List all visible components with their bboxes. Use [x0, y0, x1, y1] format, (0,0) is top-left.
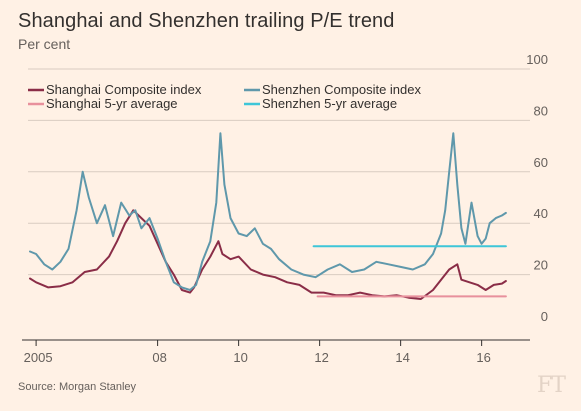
chart-title: Shanghai and Shenzhen trailing P/E trend — [18, 10, 395, 32]
legend: Shanghai Composite index Shenzhen Composi… — [28, 82, 421, 111]
x-tick-label: 08 — [152, 350, 166, 365]
series-line-shenzhen-composite-index — [29, 132, 507, 291]
legend-label: Shanghai 5-yr average — [46, 96, 178, 111]
y-axis-ticks: 0 20 40 60 80 100 — [526, 52, 548, 324]
x-tick-label: 2005 — [24, 350, 53, 365]
chart-subtitle: Per cent — [18, 36, 71, 52]
y-tick-label: 40 — [534, 206, 548, 221]
x-tick-label: 16 — [476, 350, 490, 365]
legend-label: Shenzhen 5-yr average — [262, 96, 397, 111]
x-tick-label: 12 — [314, 350, 328, 365]
legend-label: Shenzhen Composite index — [262, 82, 421, 97]
x-tick-label: 14 — [395, 350, 409, 365]
x-tick-label: 10 — [233, 350, 247, 365]
series-line-shanghai-composite-index — [29, 209, 507, 300]
y-tick-label: 100 — [526, 52, 548, 67]
series-lines — [29, 132, 507, 300]
ft-logo: FT — [537, 373, 566, 398]
x-axis: 2005 08 10 12 14 16 — [22, 339, 530, 365]
y-tick-label: 20 — [534, 258, 548, 273]
legend-label: Shanghai Composite index — [46, 82, 202, 97]
source-note: Source: Morgan Stanley — [18, 381, 137, 393]
y-tick-label: 60 — [534, 155, 548, 170]
y-tick-label: 0 — [541, 309, 548, 324]
y-tick-label: 80 — [534, 103, 548, 118]
